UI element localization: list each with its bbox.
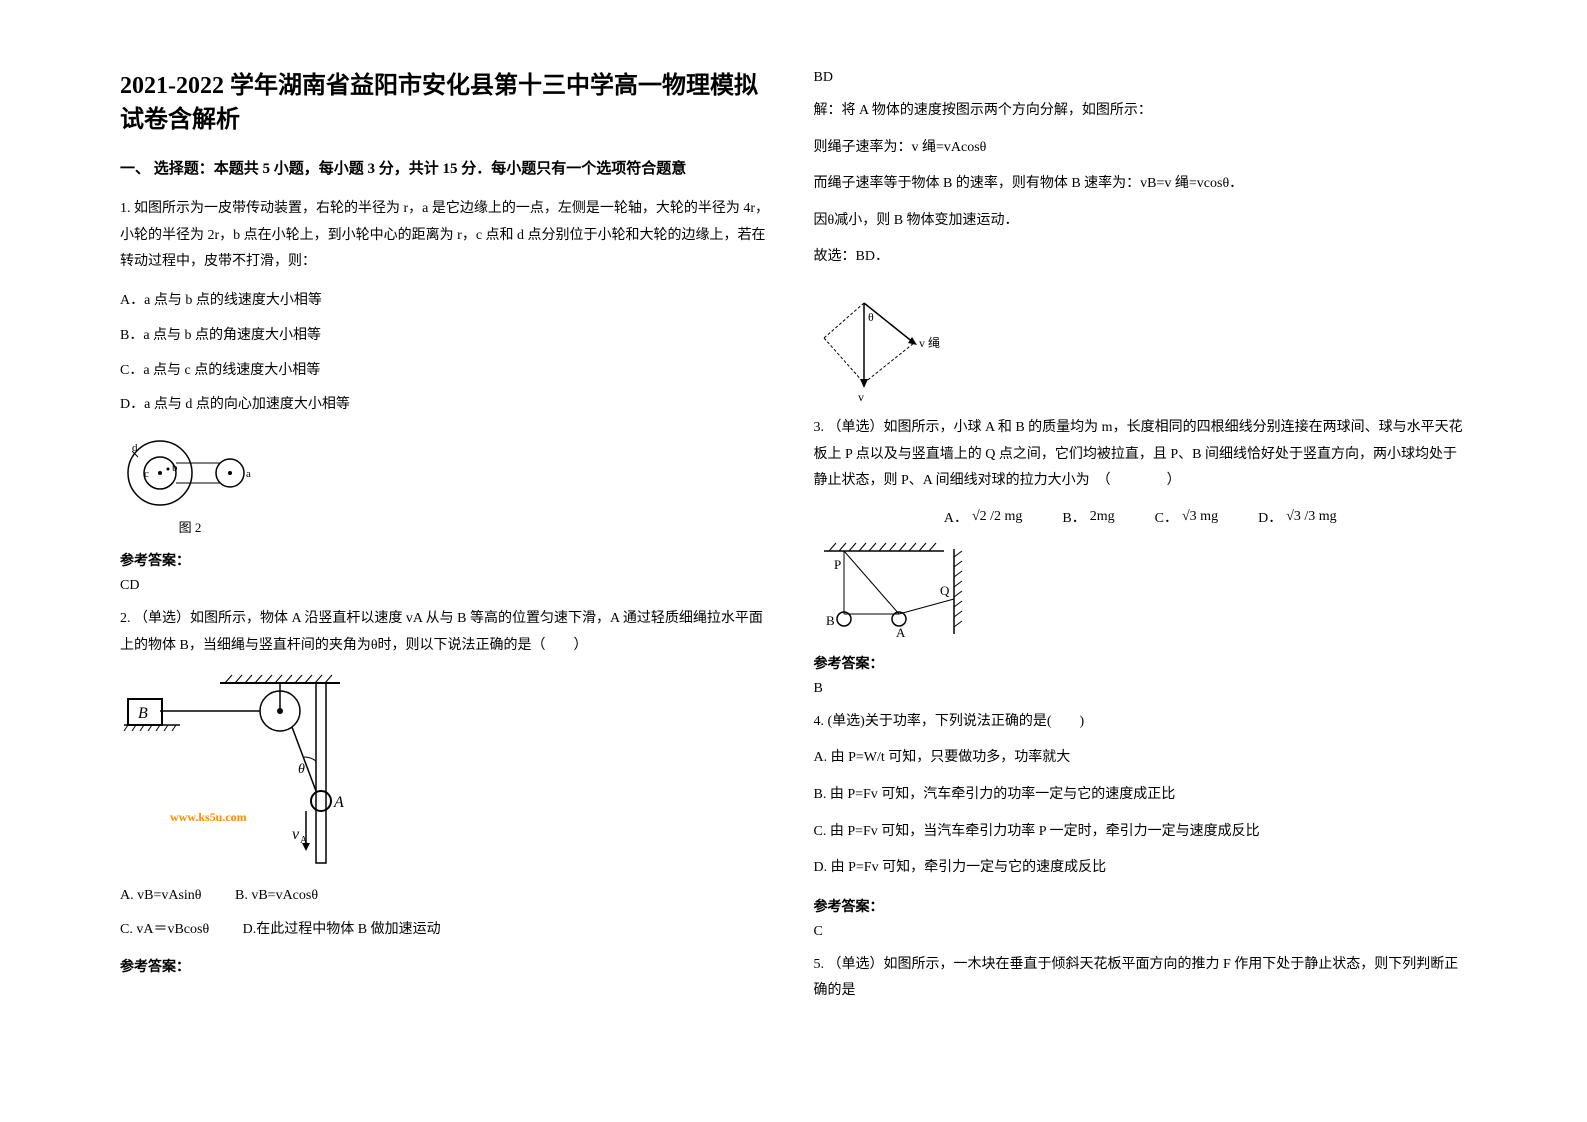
q3-option-b: B．2mg xyxy=(1062,507,1114,527)
svg-text:a: a xyxy=(246,468,251,480)
q4-answer-label: 参考答案： xyxy=(814,896,1468,916)
q3-options: A．√2 /2 mg B．2mg C．√3 mg D．√3 /3 mg xyxy=(814,507,1468,527)
balls-strings-diagram: P B A Q xyxy=(814,539,994,639)
q4-option-d: D. 由 P=Fv 可知，牵引力一定与它的速度成反比 xyxy=(814,855,1468,882)
svg-text:v 绳: v 绳 xyxy=(919,336,940,350)
watermark-text: www.ks5u.com xyxy=(170,810,247,824)
q4-text: 4. (单选)关于功率，下列说法正确的是( ) xyxy=(814,709,1468,736)
q2-solution-figure: θ v 绳 v xyxy=(814,283,1468,403)
q4-option-c: C. 由 P=Fv 可知，当汽车牵引力功率 P 一定时，牵引力一定与速度成反比 xyxy=(814,819,1468,846)
svg-text:P: P xyxy=(834,557,841,572)
section-header: 一、 选择题：本题共 5 小题，每小题 3 分，共计 15 分．每小题只有一个选… xyxy=(120,157,774,178)
q1-option-d: D．a 点与 d 点的向心加速度大小相等 xyxy=(120,390,774,421)
q2-options-row2: C. vA＝vBcosθ D.在此过程中物体 B 做加速运动 xyxy=(120,917,774,942)
q4-option-b: B. 由 P=Fv 可知，汽车牵引力的功率一定与它的速度成正比 xyxy=(814,782,1468,809)
q1-answer: CD xyxy=(120,578,774,594)
q2-sol-line1: 解：将 A 物体的速度按图示两个方向分解，如图所示： xyxy=(814,98,1468,125)
pulley-system-diagram: B θ A v xyxy=(120,671,380,871)
q3-option-d: D．√3 /3 mg xyxy=(1258,507,1337,527)
q2-figure: B θ A v xyxy=(120,671,774,871)
q1-text: 1. 如图所示为一皮带传动装置，右轮的半径为 r，a 是它边缘上的一点，左侧是一… xyxy=(120,196,774,276)
left-column: 2021-2022 学年湖南省益阳市安化县第十三中学高一物理模拟试卷含解析 一、… xyxy=(100,70,794,1052)
exam-title: 2021-2022 学年湖南省益阳市安化县第十三中学高一物理模拟试卷含解析 xyxy=(120,70,774,137)
svg-text:B: B xyxy=(826,613,835,628)
q2-sol-line5: 故选：BD． xyxy=(814,244,1468,271)
q3-figure: P B A Q xyxy=(814,539,1468,639)
svg-text:Q: Q xyxy=(940,583,950,598)
svg-text:B: B xyxy=(138,705,148,722)
q3-option-a: A．√2 /2 mg xyxy=(944,507,1023,527)
q1-option-b: B．a 点与 b 点的角速度大小相等 xyxy=(120,321,774,352)
svg-text:θ: θ xyxy=(868,310,874,324)
svg-text:A: A xyxy=(300,835,308,846)
q2-options-row1: A. vB=vAsinθ B. vB=vAcosθ xyxy=(120,883,774,908)
q2-option-a: A. vB=vAsinθ xyxy=(120,888,202,903)
q3-answer-label: 参考答案： xyxy=(814,653,1468,673)
svg-text:v: v xyxy=(858,390,864,403)
q3-option-c: C．√3 mg xyxy=(1155,507,1218,527)
q1-answer-label: 参考答案： xyxy=(120,550,774,570)
q2-sol-line4: 因θ减小，则 B 物体变加速运动． xyxy=(814,208,1468,235)
svg-text:A: A xyxy=(896,625,906,639)
svg-text:A: A xyxy=(333,794,344,811)
svg-text:c: c xyxy=(144,468,149,480)
q3-text: 3. （单选）如图所示，小球 A 和 B 的质量均为 m，长度相同的四根细线分别… xyxy=(814,415,1468,495)
q4-option-a: A. 由 P=W/t 可知，只要做功多，功率就大 xyxy=(814,745,1468,772)
q1-option-c: C．a 点与 c 点的线速度大小相等 xyxy=(120,356,774,387)
q5-text: 5. （单选）如图所示，一木块在垂直于倾斜天花板平面方向的推力 F 作用下处于静… xyxy=(814,952,1468,1005)
q4-answer: C xyxy=(814,924,1468,940)
right-column: BD 解：将 A 物体的速度按图示两个方向分解，如图所示： 则绳子速率为：v 绳… xyxy=(794,70,1488,1052)
q1-figure: b c d a 图 2 xyxy=(120,433,774,536)
q2-option-c: C. vA＝vBcosθ xyxy=(120,922,209,937)
q1-option-a: A．a 点与 b 点的线速度大小相等 xyxy=(120,286,774,317)
q2-option-d: D.在此过程中物体 B 做加速运动 xyxy=(243,922,441,937)
q2-text: 2. （单选）如图所示，物体 A 沿竖直杆以速度 vA 从与 B 等高的位置匀速… xyxy=(120,606,774,659)
q2-sol-line3: 而绳子速率等于物体 B 的速率，则有物体 B 速率为：vB=v 绳=vcosθ． xyxy=(814,171,1468,198)
pulley-diagram: b c d a xyxy=(120,433,260,513)
svg-text:b: b xyxy=(172,462,178,474)
svg-text:v: v xyxy=(292,826,300,843)
q3-answer: B xyxy=(814,681,1468,697)
svg-text:θ: θ xyxy=(298,762,305,777)
q2-option-b: B. vB=vAcosθ xyxy=(235,888,318,903)
q2-answer-label: 参考答案： xyxy=(120,956,774,976)
q2-sol-line2: 则绳子速率为：v 绳=vAcosθ xyxy=(814,135,1468,162)
q1-figure-caption: 图 2 xyxy=(120,517,260,536)
velocity-decomposition-diagram: θ v 绳 v xyxy=(814,283,954,403)
q2-answer: BD xyxy=(814,70,1468,86)
